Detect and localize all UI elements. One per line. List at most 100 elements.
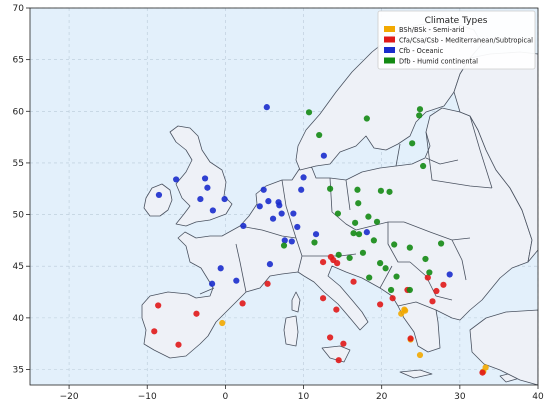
data-point — [264, 280, 271, 287]
data-point — [217, 265, 224, 272]
legend-label: Cfb - Oceanic — [399, 47, 444, 55]
y-tick-label: 60 — [13, 107, 25, 117]
data-point — [320, 152, 327, 159]
data-point — [420, 162, 427, 170]
data-point — [407, 335, 414, 342]
data-point — [350, 230, 357, 237]
data-point — [312, 231, 320, 238]
data-point — [265, 198, 272, 205]
station-points — [151, 104, 489, 376]
x-tick-label: 20 — [376, 392, 388, 402]
data-point — [173, 176, 180, 183]
data-point — [393, 273, 400, 280]
data-point — [151, 328, 158, 335]
data-point — [440, 281, 447, 288]
data-point — [280, 242, 288, 249]
x-tick-label: 40 — [532, 392, 544, 402]
data-point — [266, 261, 274, 268]
data-point — [340, 340, 347, 347]
data-point — [278, 210, 285, 217]
data-point — [416, 351, 424, 359]
y-tick-label: 40 — [13, 314, 25, 324]
data-point — [382, 265, 389, 272]
corsica — [291, 291, 301, 313]
data-point — [377, 187, 385, 194]
data-point — [424, 274, 431, 281]
data-point — [316, 131, 323, 139]
x-tick-label: 0 — [223, 392, 229, 402]
legend-items: BSh/BSk - Semi-arid Cfa/Csa/Csb - Mediter… — [384, 26, 533, 66]
data-point — [346, 254, 353, 262]
data-point — [350, 278, 357, 285]
data-point — [479, 369, 486, 376]
internal-borders — [199, 115, 493, 311]
data-point — [416, 106, 424, 113]
data-point — [269, 215, 277, 222]
x-tick-label: −10 — [138, 392, 157, 402]
legend-box — [377, 10, 536, 70]
data-point — [155, 302, 162, 309]
data-point — [359, 249, 367, 256]
legend-swatch — [384, 47, 395, 53]
legend-label: Dfb - Humid continental — [399, 58, 478, 66]
data-point — [319, 258, 327, 266]
data-point — [209, 207, 216, 214]
data-point — [290, 210, 297, 217]
sardinia — [283, 315, 299, 347]
plot-frame — [29, 7, 539, 386]
x-tick-label: 10 — [298, 392, 310, 402]
data-point — [276, 202, 283, 209]
x-tick-label: −20 — [60, 392, 79, 402]
data-point — [333, 306, 340, 313]
data-point — [288, 238, 295, 245]
data-point — [387, 286, 395, 294]
data-point — [239, 300, 246, 307]
data-point — [370, 237, 377, 244]
data-point — [260, 186, 267, 193]
data-point — [233, 277, 240, 284]
data-point — [319, 295, 327, 302]
data-point — [327, 334, 334, 341]
data-point — [208, 280, 216, 287]
data-point — [334, 210, 342, 217]
data-point — [197, 195, 204, 203]
data-point — [386, 188, 393, 195]
data-point — [409, 140, 416, 147]
data-point — [422, 255, 429, 263]
x-tick-label: 30 — [454, 392, 466, 402]
y-tick-label: 65 — [13, 56, 24, 66]
data-point — [221, 195, 228, 203]
legend: Climate Types BSh/BSk - Semi-arid Cfa/Csa… — [377, 10, 536, 70]
data-point — [355, 200, 362, 207]
crete — [399, 369, 433, 379]
data-point — [175, 341, 182, 348]
data-point — [426, 269, 433, 276]
data-point — [335, 357, 342, 364]
data-point — [482, 364, 489, 371]
legend-swatch — [384, 26, 395, 32]
legend-swatch — [384, 36, 395, 43]
data-point — [334, 260, 341, 267]
data-point — [355, 231, 363, 238]
data-point — [155, 191, 163, 199]
data-point — [327, 185, 334, 192]
data-point — [335, 251, 342, 258]
data-point — [363, 229, 370, 236]
data-point — [366, 274, 373, 281]
y-tick-label: 70 — [13, 4, 25, 14]
data-point — [401, 306, 408, 313]
data-point — [352, 219, 359, 226]
ireland — [143, 183, 173, 217]
legend-title: Climate Types — [425, 16, 488, 26]
y-tick-label: 45 — [13, 262, 24, 272]
legend-swatch — [384, 57, 395, 64]
data-point — [201, 175, 209, 182]
data-point — [416, 112, 423, 119]
great-britain — [169, 125, 233, 227]
data-point — [300, 174, 307, 181]
data-point — [219, 319, 226, 327]
data-point — [354, 186, 361, 193]
data-point — [406, 244, 413, 251]
sicily — [321, 345, 351, 363]
